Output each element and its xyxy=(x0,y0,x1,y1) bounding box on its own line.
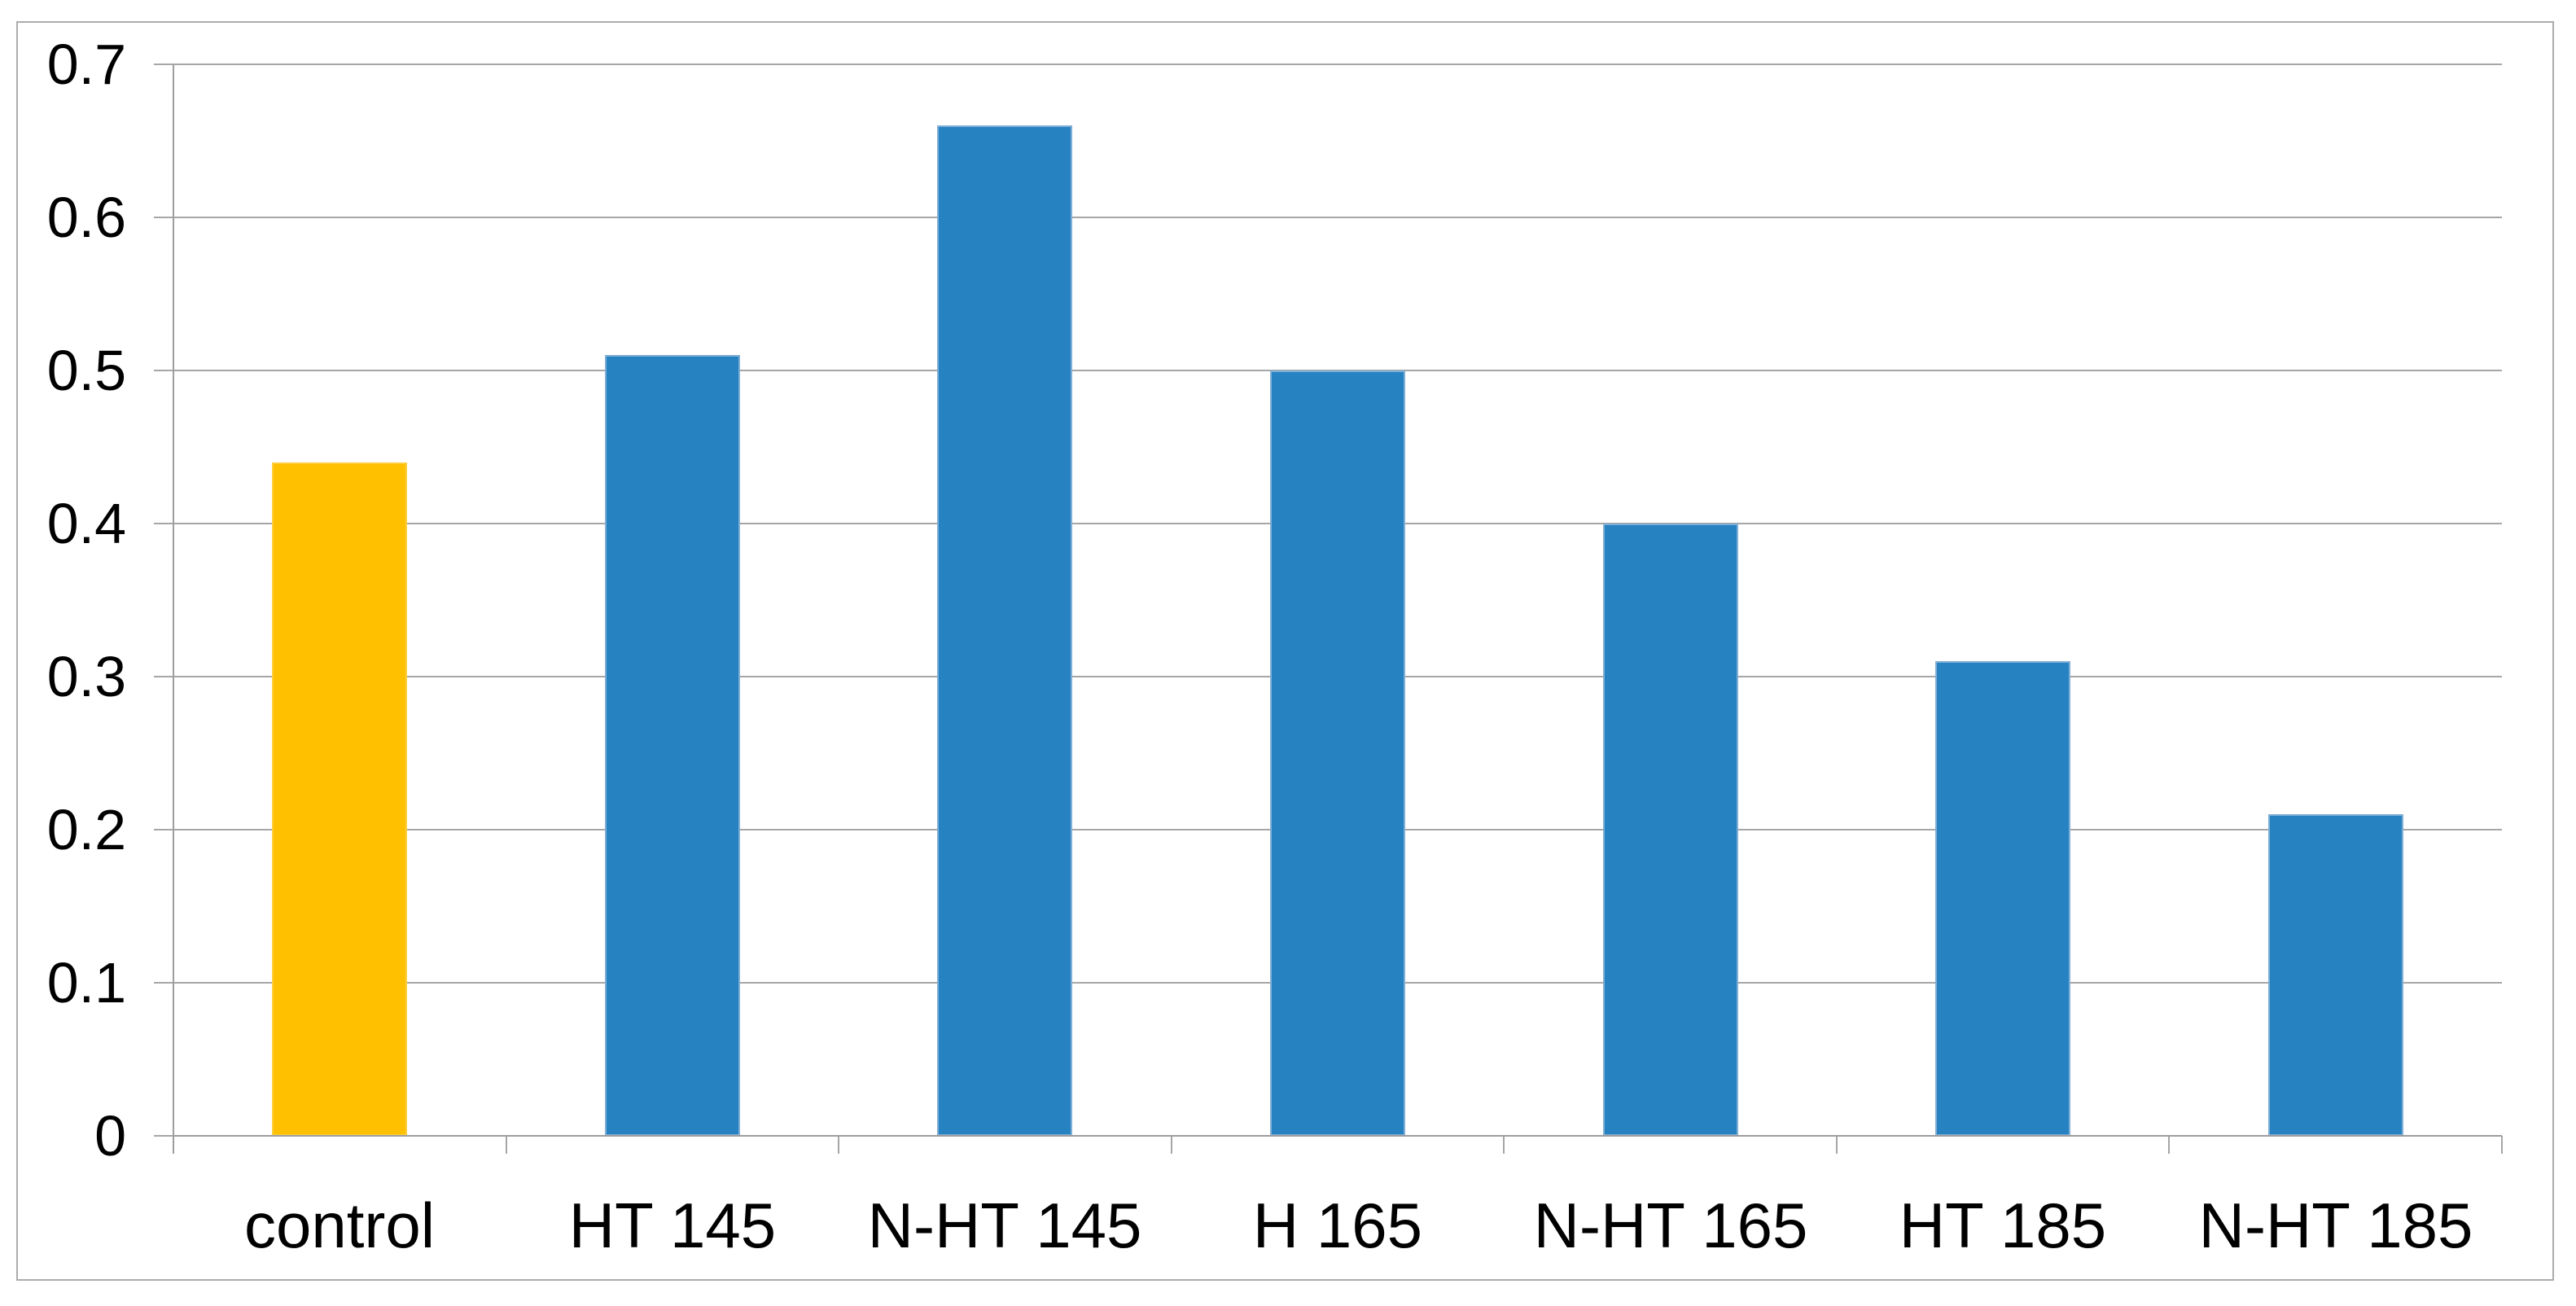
bar-ht-185 xyxy=(1935,661,2070,1136)
bar-n-ht-185 xyxy=(2268,814,2403,1136)
x-axis-tick-1 xyxy=(506,1136,507,1154)
y-axis-label-0.4: 0.4 xyxy=(46,492,126,555)
x-axis-tick-5 xyxy=(1836,1136,1838,1154)
y-axis-tick-0.5 xyxy=(154,370,173,371)
chart-outer-border xyxy=(16,21,2554,1281)
bar-n-ht-145 xyxy=(937,125,1072,1136)
gridline-0.7 xyxy=(173,64,2502,65)
x-axis-label-n-ht-185: N-HT 185 xyxy=(2198,1190,2473,1261)
bar-ht-145 xyxy=(605,355,740,1136)
x-axis-label-n-ht-165: N-HT 165 xyxy=(1533,1190,1808,1261)
y-axis-label-0.5: 0.5 xyxy=(46,339,126,402)
y-axis-tick-0.7 xyxy=(154,64,173,65)
y-axis-tick-0.6 xyxy=(154,217,173,218)
y-axis-label-0.3: 0.3 xyxy=(46,645,126,708)
x-axis-tick-2 xyxy=(838,1136,839,1154)
x-axis-line xyxy=(173,1135,2502,1137)
y-axis-label-0.2: 0.2 xyxy=(46,798,126,861)
x-axis-label-h-165: H 165 xyxy=(1252,1190,1423,1261)
y-axis-tick-0.2 xyxy=(154,829,173,830)
bar-control xyxy=(272,462,407,1136)
y-axis-line xyxy=(173,64,174,1154)
x-axis-label-n-ht-145: N-HT 145 xyxy=(867,1190,1142,1261)
y-axis-tick-0.1 xyxy=(154,982,173,984)
y-axis-label-0.6: 0.6 xyxy=(46,186,126,249)
gridline-0.6 xyxy=(173,217,2502,218)
x-axis-label-ht-185: HT 185 xyxy=(1899,1190,2107,1261)
x-axis-tick-4 xyxy=(1503,1136,1505,1154)
y-axis-label-0.1: 0.1 xyxy=(46,951,126,1015)
y-axis-tick-0 xyxy=(154,1135,173,1137)
y-axis-label-0: 0 xyxy=(94,1104,126,1168)
y-axis-tick-0.4 xyxy=(154,523,173,524)
y-axis-label-0.7: 0.7 xyxy=(46,33,126,96)
bar-h-165 xyxy=(1270,370,1405,1136)
x-axis-label-ht-145: HT 145 xyxy=(568,1190,777,1261)
x-axis-tick-3 xyxy=(1171,1136,1172,1154)
x-axis-label-control: control xyxy=(243,1190,436,1261)
y-axis-tick-0.3 xyxy=(154,676,173,677)
x-axis-tick-7 xyxy=(2501,1136,2503,1154)
bar-n-ht-165 xyxy=(1603,524,1738,1136)
x-axis-tick-6 xyxy=(2168,1136,2170,1154)
